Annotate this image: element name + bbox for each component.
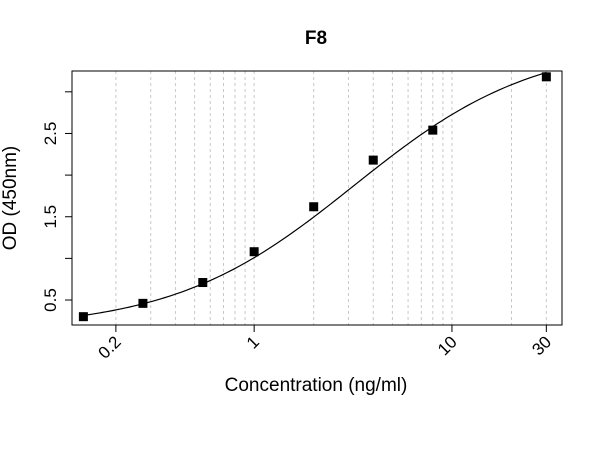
x-axis: 0.2 1 10 30 [95, 325, 555, 363]
y-tick-label: 1.5 [41, 205, 60, 229]
x-tick-label: 10 [434, 332, 461, 359]
plot-frame [71, 70, 563, 326]
x-tick-label: 30 [528, 332, 555, 359]
grid-lines [115, 71, 547, 325]
chart-title: F8 [305, 28, 327, 49]
y-axis: 0.5 1.5 2.5 [41, 91, 72, 312]
data-point [368, 155, 378, 165]
fit-curve [83, 71, 547, 317]
y-tick-label: 2.5 [41, 122, 60, 146]
x-tick-label: 1 [243, 332, 263, 352]
data-point [198, 278, 208, 288]
data-point [428, 125, 438, 135]
data-points [78, 72, 551, 322]
data-point [309, 202, 319, 212]
y-tick-label: 0.5 [41, 288, 60, 312]
x-tick-label: 0.2 [95, 332, 125, 362]
x-axis-label: Concentration (ng/ml) [225, 375, 408, 396]
data-point [541, 72, 551, 82]
data-point [249, 247, 259, 257]
data-point [138, 298, 148, 308]
y-axis-label: OD (450nm) [0, 146, 21, 251]
data-point [78, 312, 88, 322]
